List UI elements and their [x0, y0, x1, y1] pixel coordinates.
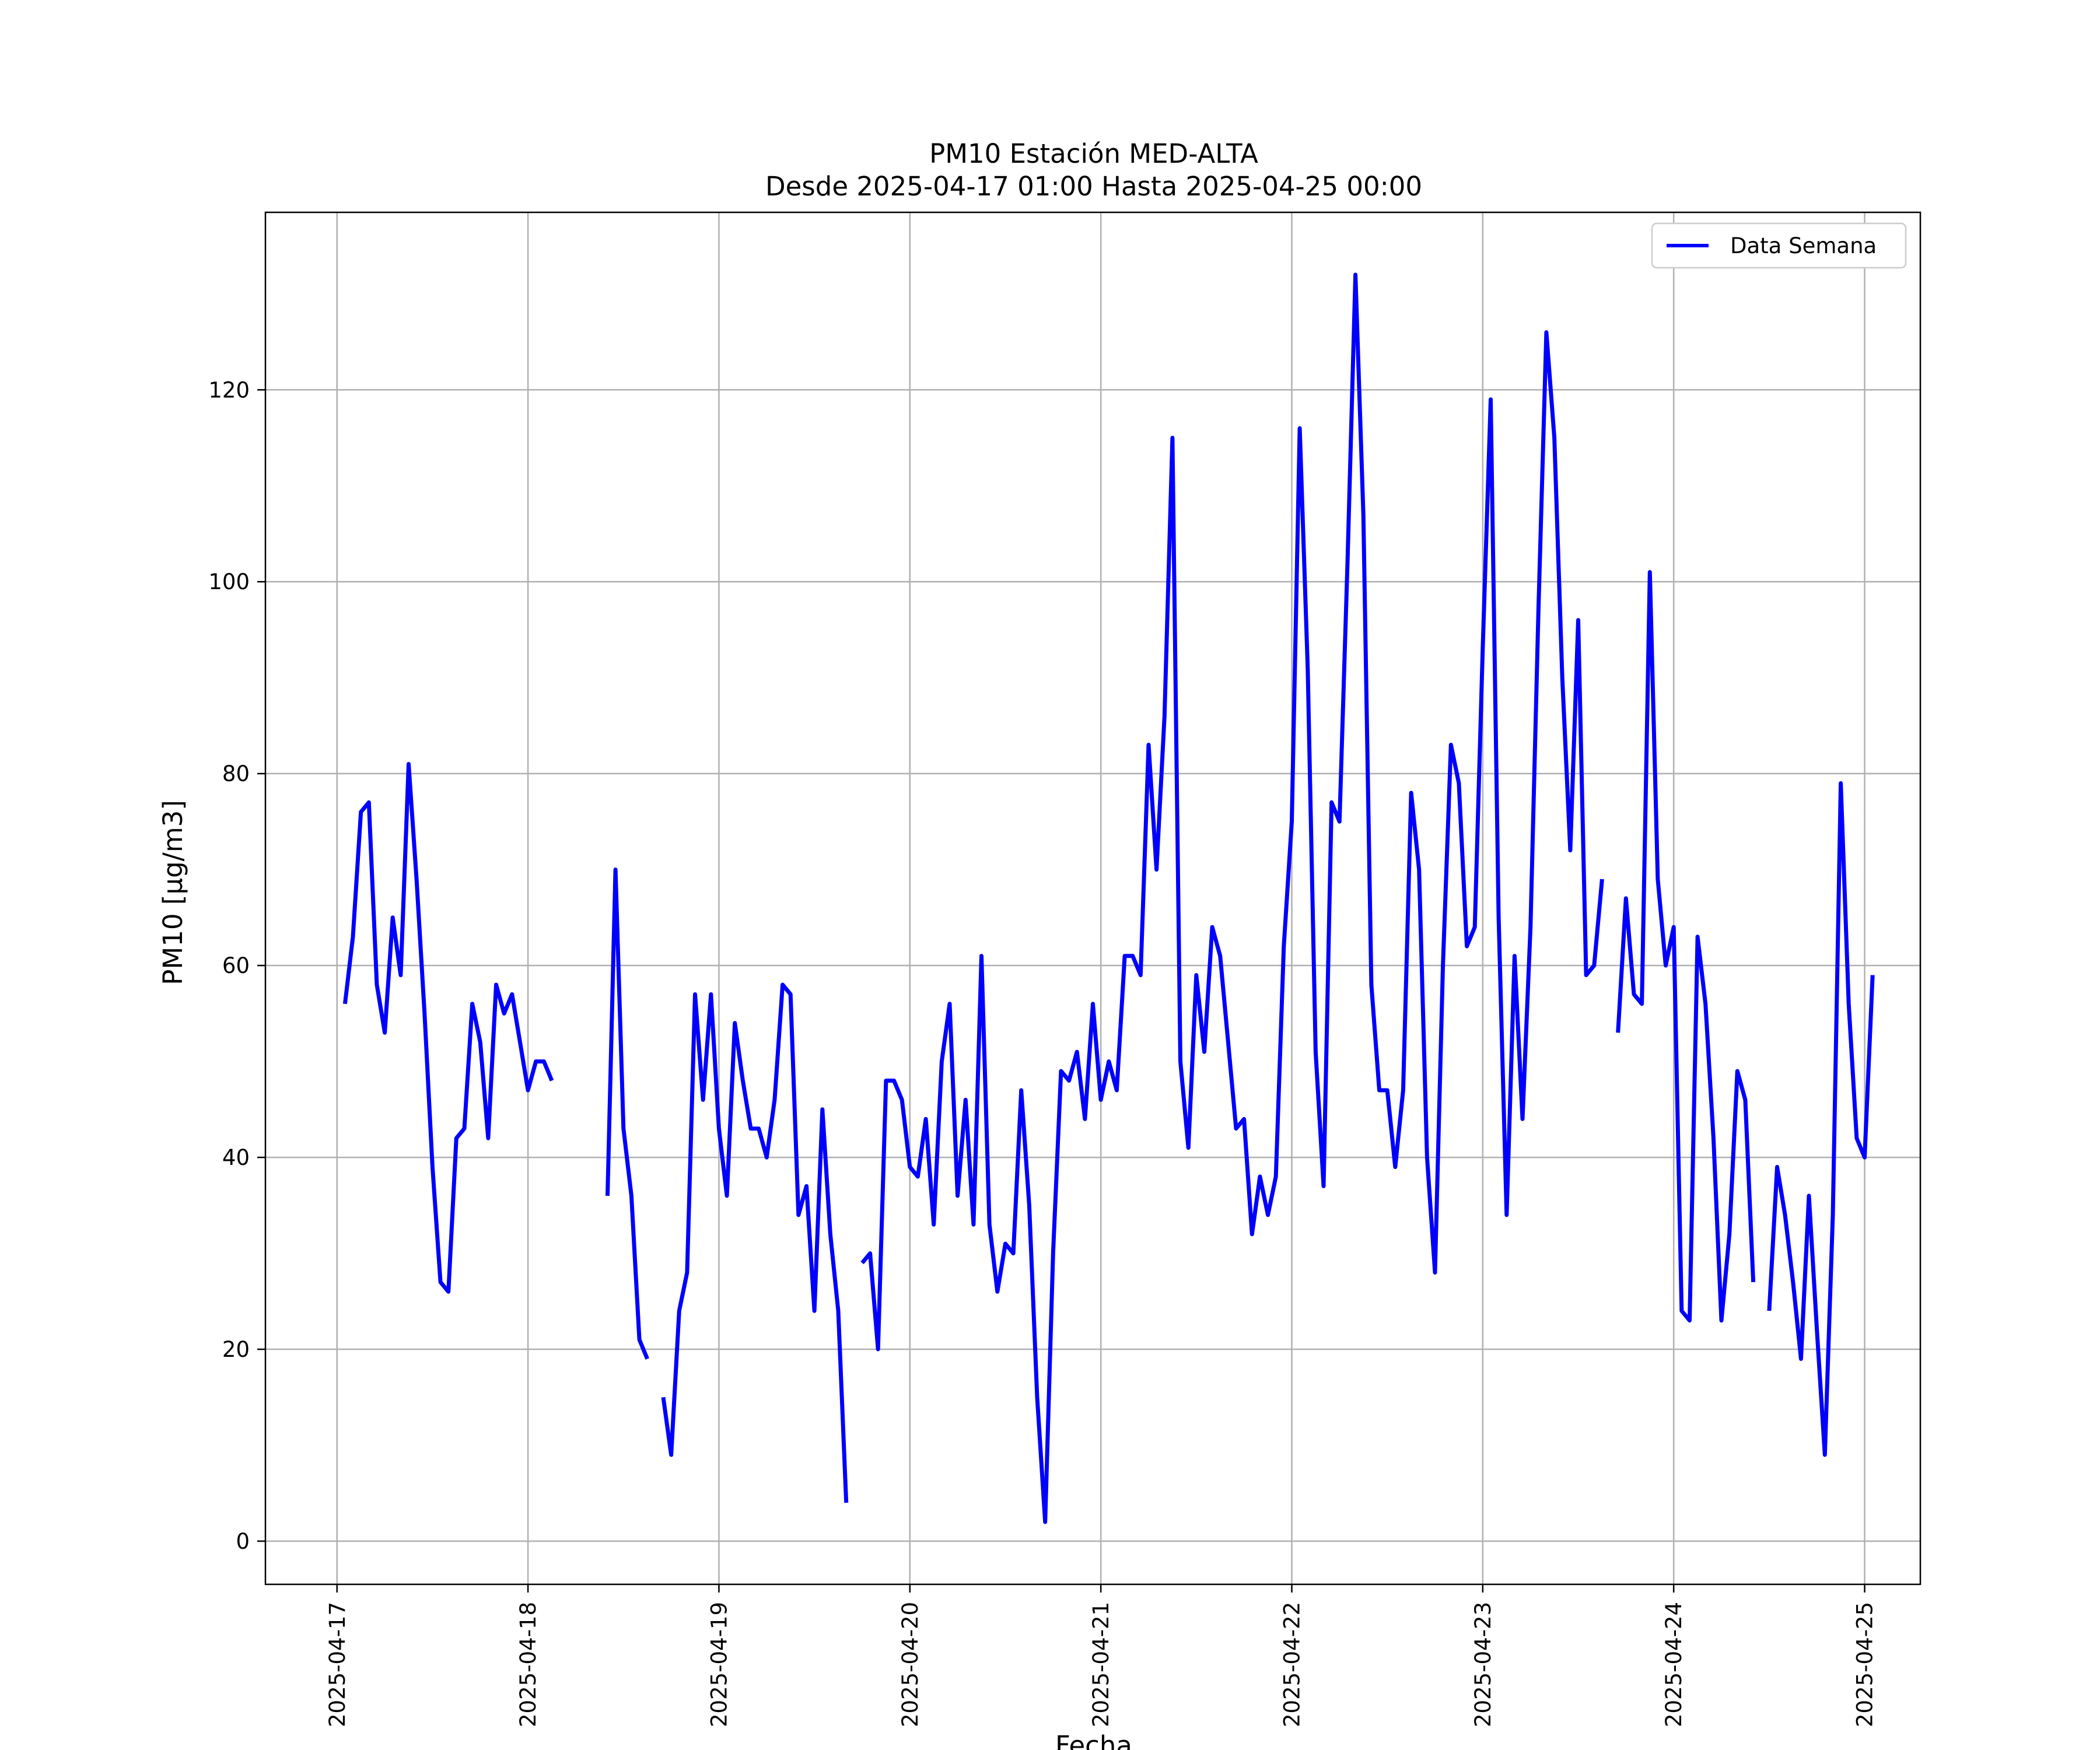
y-tick-label: 80: [222, 761, 250, 786]
x-tick-label: 2025-04-17: [325, 1602, 350, 1727]
x-tick-label: 2025-04-21: [1088, 1602, 1114, 1727]
y-axis-ticks: 0 20 40 60 80 100 120: [208, 377, 265, 1554]
series-line-segment: [661, 982, 849, 1503]
y-tick-label: 20: [222, 1337, 250, 1362]
legend-box: [1651, 222, 1907, 269]
y-tick-label: 60: [222, 953, 250, 978]
x-axis-label: Fecha: [1055, 1730, 1132, 1750]
y-tick-label: 0: [236, 1529, 250, 1554]
x-tick-label: 2025-04-24: [1661, 1602, 1686, 1727]
x-axis-ticks: 2025-04-17 2025-04-18 2025-04-19 2025-04-20…: [325, 1584, 1878, 1727]
x-tick-label: 2025-04-25: [1853, 1602, 1878, 1727]
x-gridlines: [336, 212, 1866, 1584]
series-line-segment: [606, 867, 649, 1360]
series-line-segment: [1616, 570, 1756, 1323]
series-line-segment: [342, 762, 554, 1294]
y-axis-label: PM10 [μg/m3]: [158, 800, 188, 985]
y-tick-label: 100: [208, 569, 250, 594]
series-line-segment: [1767, 781, 1875, 1457]
x-tick-label: 2025-04-23: [1471, 1602, 1496, 1727]
legend-label: Data Semana: [1730, 233, 1877, 258]
plot-area-frame: [264, 211, 1922, 1586]
x-tick-label: 2025-04-22: [1279, 1602, 1304, 1727]
legend: Data Semana: [1651, 222, 1907, 269]
chart-title: PM10 Estación MED-ALTA: [929, 138, 1258, 169]
x-tick-label: 2025-04-19: [706, 1602, 732, 1727]
x-tick-label: 2025-04-18: [516, 1602, 541, 1727]
y-tick-label: 40: [222, 1145, 250, 1170]
y-gridlines: [265, 389, 1920, 1542]
x-tick-label: 2025-04-20: [898, 1602, 923, 1727]
chart-subtitle: Desde 2025-04-17 01:00 Hasta 2025-04-25 …: [765, 171, 1422, 202]
y-tick-label: 120: [208, 377, 250, 402]
series-layer: [342, 272, 1875, 1524]
series-line-segment: [860, 272, 1604, 1524]
